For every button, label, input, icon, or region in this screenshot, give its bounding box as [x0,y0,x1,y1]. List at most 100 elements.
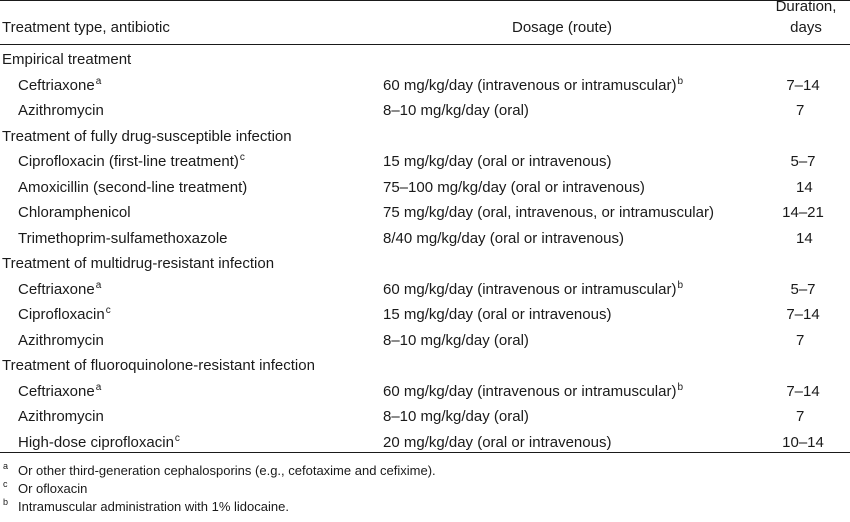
antibiotic-footnote-mark: c [105,305,111,316]
duration-cell: 14 [796,178,813,196]
footnote-text: Or other third-generation cephalosporins… [18,463,436,478]
dosage-cell: 15 mg/kg/day (oral or intravenous) [383,302,611,328]
table-row: Azithromycin 8–10 mg/kg/day (oral) 7 [0,98,850,124]
group-heading-text: Treatment of fluoroquinolone-resistant i… [2,357,315,374]
antibiotic-cell: Ceftriaxonea [18,379,101,405]
antibiotic-name: Chloramphenicol [18,204,131,221]
antibiotic-cell: Azithromycin [18,98,104,124]
group-heading-text: Treatment of multidrug-resistant infecti… [2,255,275,272]
footnote: b Intramuscular administration with 1% li… [0,497,850,516]
antibiotic-name: Amoxicillin (second-line treatment) [18,178,248,196]
header-duration-line1: Duration, [775,0,837,15]
table-row: Azithromycin 8–10 mg/kg/day (oral) 7 [0,404,850,430]
dosage-text: 8–10 mg/kg/day (oral) [383,408,529,425]
dosage-text: 8–10 mg/kg/day (oral) [383,331,529,349]
table-top-rule [0,0,850,1]
footnote-text: Or ofloxacin [18,481,88,496]
table-row: Ceftriaxonea 60 mg/kg/day (intravenous or… [0,277,850,303]
antibiotic-cell: Azithromycin [18,404,104,430]
duration-cell: 7 [796,408,805,425]
dosage-cell: 8–10 mg/kg/day (oral) [383,98,529,124]
antibiotic-cell: Ceftriaxonea [18,277,101,303]
table-row: Azithromycin 8–10 mg/kg/day (oral) 7 [0,328,850,354]
duration-cell: 14–21 [782,204,824,221]
dosage-text: 8/40 mg/kg/day (oral or intravenous) [383,229,624,247]
dosage-cell: 60 mg/kg/day (intravenous or intramuscul… [383,379,683,405]
dosage-text: 15 mg/kg/day (oral or intravenous) [383,153,612,170]
table-row: Ceftriaxonea 60 mg/kg/day (intravenous or… [0,379,850,405]
antibiotic-footnote-mark: a [95,381,102,393]
antibiotic-name: Ceftriaxone [18,280,95,298]
footnote: c Or ofloxacin [0,479,850,498]
dosage-cell: 75–100 mg/kg/day (oral or intravenous) [383,175,645,201]
dosage-text: 8–10 mg/kg/day (oral) [383,102,529,119]
group-row: Empirical treatment [0,47,850,73]
table-row: Ciprofloxacinc 15 mg/kg/day (oral or intr… [0,302,850,328]
group-heading: Treatment of fully drug-susceptible infe… [2,124,292,150]
antibiotic-footnote-mark: c [174,432,180,444]
group-row: Treatment of fluoroquinolone-resistant i… [0,353,850,379]
dosage-footnote-mark: b [677,75,684,87]
dosage-cell: 60 mg/kg/day (intravenous or intramuscul… [383,73,683,99]
antibiotic-name: High-dose ciprofloxacin [18,433,174,451]
antibiotic-name: Ciprofloxacin [18,306,105,323]
dosage-text: 60 mg/kg/day (intravenous or intramuscul… [383,76,677,94]
dosage-text: 60 mg/kg/day (intravenous or intramuscul… [383,280,677,298]
antibiotic-footnote-mark: a [95,75,102,87]
dosage-cell: 20 mg/kg/day (oral or intravenous) [383,430,611,456]
antibiotic-cell: High-dose ciprofloxacinc [18,430,180,456]
footnote-mark: c [3,479,8,489]
antibiotic-name: Trimethoprim-sulfamethoxazole [18,229,228,247]
antibiotic-name: Ceftriaxone [18,382,95,400]
dosage-text: 75 mg/kg/day (oral, intravenous, or intr… [383,204,714,221]
duration-cell: 5–7 [790,280,816,298]
group-heading: Empirical treatment [2,47,131,73]
footnotes: a Or other third-generation cephalosporin… [0,461,850,516]
duration-cell: 7–14 [786,306,820,323]
duration-cell: 10–14 [782,433,824,451]
antibiotic-cell: Ciprofloxacinc [18,302,111,328]
dosage-text: 75–100 mg/kg/day (oral or intravenous) [383,178,645,196]
header-duration-line2: days [790,19,822,36]
table-row: Chloramphenicol 75 mg/kg/day (oral, intra… [0,200,850,226]
dosage-cell: 75 mg/kg/day (oral, intravenous, or intr… [383,200,714,226]
duration-cell: 5–7 [790,153,816,170]
antibiotic-cell: Ciprofloxacin (first-line treatment)c [18,149,245,175]
dosage-footnote-mark: b [677,381,684,393]
footnote-mark: a [3,461,9,471]
table-row: Ceftriaxonea 60 mg/kg/day (intravenous or… [0,73,850,99]
group-heading-text: Empirical treatment [2,51,132,68]
group-heading-text: Treatment of fully drug-susceptible infe… [2,127,292,145]
duration-cell: 7 [796,102,805,119]
footnote: a Or other third-generation cephalosporin… [0,461,850,480]
header-rule [0,44,850,45]
antibiotic-name: Ciprofloxacin (first-line treatment) [18,153,239,170]
dosage-cell: 60 mg/kg/day (intravenous or intramuscul… [383,277,683,303]
header-treatment-type: Treatment type, antibiotic [2,19,170,36]
table-body: Empirical treatment Ceftriaxonea 60 mg/kg/… [0,47,850,455]
group-heading: Treatment of multidrug-resistant infecti… [2,251,274,277]
antibiotic-cell: Trimethoprim-sulfamethoxazole [18,226,228,252]
antibiotic-footnote-mark: a [95,279,102,291]
group-heading: Treatment of fluoroquinolone-resistant i… [2,353,315,379]
antibiotic-name: Azithromycin [18,102,104,119]
duration-cell: 7 [796,331,805,349]
duration-cell: 14 [796,229,813,247]
table-row: Ciprofloxacin (first-line treatment)c 15 … [0,149,850,175]
antibiotic-cell: Ceftriaxonea [18,73,101,99]
table-bottom-rule [0,452,850,453]
footnote-mark: b [3,497,9,507]
footnote-text: Intramuscular administration with 1% lid… [18,499,289,514]
dosage-text: 20 mg/kg/day (oral or intravenous) [383,433,612,451]
antibiotic-name: Azithromycin [18,331,104,349]
dosage-text: 60 mg/kg/day (intravenous or intramuscul… [383,382,677,400]
header-duration: Duration, days [762,0,850,38]
dosage-text: 15 mg/kg/day (oral or intravenous) [383,306,612,323]
dosage-footnote-mark: b [677,279,684,291]
dosage-cell: 8–10 mg/kg/day (oral) [383,328,529,354]
header-dosage: Dosage (route) [512,19,613,36]
antibiotic-name: Azithromycin [18,408,104,425]
antibiotic-cell: Amoxicillin (second-line treatment) [18,175,247,201]
duration-cell: 7–14 [786,382,820,400]
group-row: Treatment of fully drug-susceptible infe… [0,124,850,150]
